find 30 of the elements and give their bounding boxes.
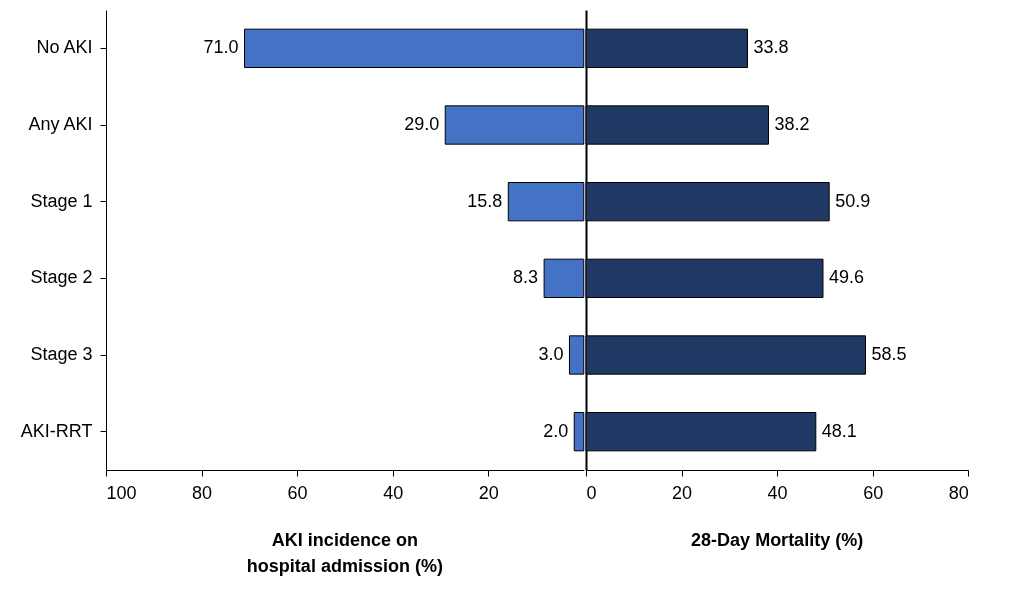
x-tick-label: 20	[672, 482, 693, 503]
data-label: 49.6	[828, 267, 865, 288]
x-tick-label: 80	[948, 482, 969, 503]
y-tick-label: No AKI	[36, 37, 93, 58]
x-tick-label: 60	[863, 482, 884, 503]
data-label: 33.8	[753, 37, 789, 58]
x-tick-label: 20	[478, 482, 499, 503]
data-label: 50.9	[835, 190, 871, 211]
data-label: 3.0	[538, 344, 564, 364]
y-tick-label: AKI-RRT	[20, 420, 93, 441]
data-label: 15.8	[467, 190, 503, 211]
data-label: 48.1	[821, 420, 857, 441]
x-tick-label: 80	[192, 482, 213, 503]
data-label: 29.0	[404, 114, 440, 134]
y-tick-label: Stage 1	[30, 190, 93, 211]
x-tick-label: 0	[586, 482, 597, 503]
data-label: 2.0	[543, 420, 569, 441]
y-tick-label: Any AKI	[28, 114, 93, 134]
x-tick-label: 100	[106, 482, 137, 503]
data-label: 8.3	[513, 267, 539, 288]
x-axis-title: AKI incidence on hospital admission (%)	[246, 530, 443, 576]
data-label: 71.0	[203, 37, 239, 58]
data-label: 38.2	[774, 114, 810, 134]
y-tick-label: Stage 3	[30, 344, 93, 364]
y-tick-label: Stage 2	[30, 267, 93, 288]
x-tick-label: 40	[383, 482, 404, 503]
x-tick-label: 60	[287, 482, 308, 503]
x-axis-title: 28-Day Mortality (%)	[691, 530, 864, 550]
x-tick-label: 40	[767, 482, 788, 503]
data-label: 58.5	[871, 344, 907, 364]
